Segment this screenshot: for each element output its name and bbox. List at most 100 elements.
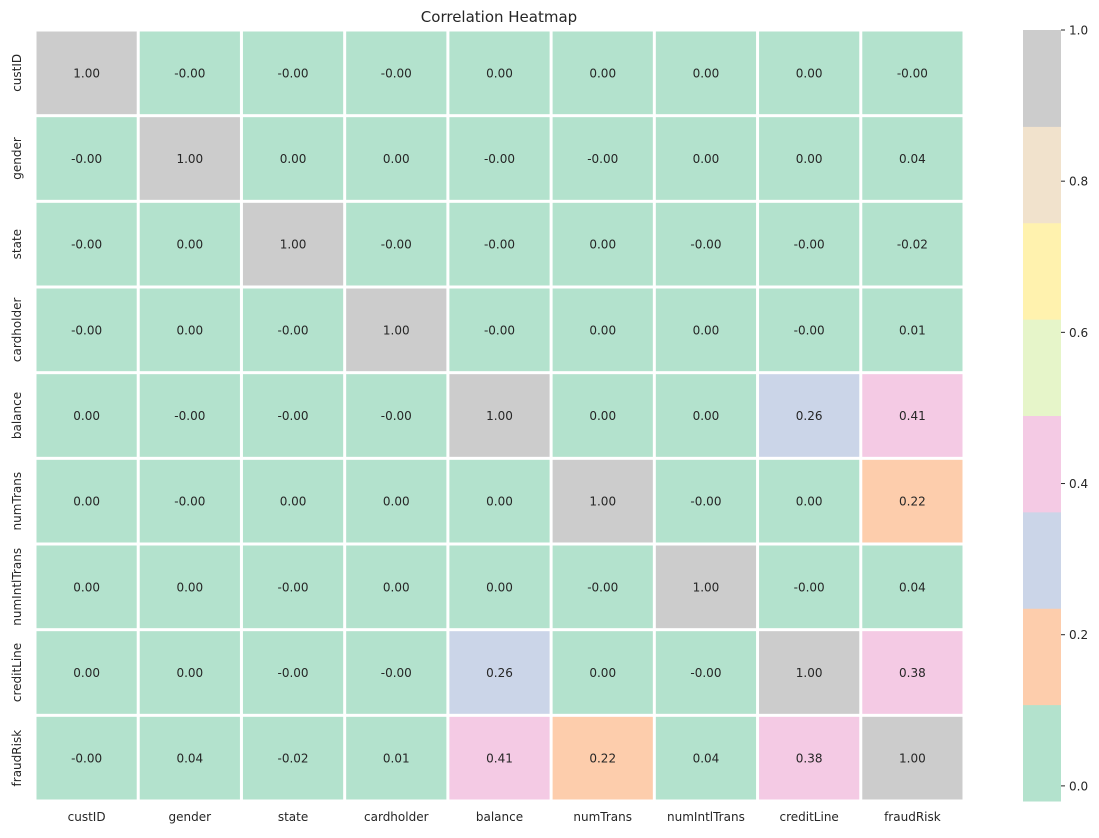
cell-value-label: -0.00 (381, 409, 412, 423)
heatmap-cells (36, 31, 963, 800)
heatmap-cell-gender-fraudRisk (862, 117, 963, 200)
row-label-custID: custID (10, 54, 24, 92)
heatmap-cell-creditLine-gender (139, 631, 240, 714)
cell-value-label: 0.00 (383, 495, 410, 509)
heatmap-cell-numTrans-gender (139, 459, 240, 543)
heatmap-cell-gender-custID (36, 117, 137, 200)
heatmap-cell-custID-custID (36, 31, 137, 115)
heatmap-cell-cardholder-balance (449, 288, 550, 372)
heatmap-cell-balance-balance (449, 374, 550, 457)
heatmap-cell-creditLine-custID (36, 631, 137, 714)
cell-value-label: -0.00 (690, 666, 721, 680)
colorbar-band (1023, 319, 1061, 416)
heatmap-cell-fraudRisk-gender (139, 716, 240, 800)
heatmap-cell-numIntlTrans-numTrans (552, 545, 653, 629)
cell-value-label: 0.22 (899, 495, 926, 509)
heatmap-cell-state-balance (449, 202, 550, 286)
heatmap-cell-balance-custID (36, 374, 137, 457)
heatmap-cell-gender-cardholder (346, 117, 447, 200)
cell-value-label: -0.00 (278, 409, 309, 423)
heatmap-cell-cardholder-numIntlTrans (655, 288, 757, 372)
cell-value-label: -0.00 (71, 238, 102, 252)
colorbar-band (1023, 126, 1061, 224)
cell-value-label: 0.41 (486, 752, 513, 766)
colorbar-band (1023, 511, 1061, 609)
heatmap-cell-numIntlTrans-numIntlTrans (655, 545, 757, 629)
cell-value-label: -0.00 (278, 66, 309, 80)
heatmap-cell-numIntlTrans-balance (449, 545, 550, 629)
cell-value-label: 0.38 (796, 752, 823, 766)
cell-value-label: 0.00 (73, 580, 100, 594)
cell-value-label: 0.00 (73, 495, 100, 509)
heatmap-cell-balance-fraudRisk (862, 374, 963, 457)
colorbar-tick-label: 0.4 (1069, 477, 1088, 491)
cell-value-label: 0.00 (589, 323, 616, 337)
cell-value-label: -0.00 (278, 666, 309, 680)
heatmap-cell-state-custID (36, 202, 137, 286)
row-label-cardholder: cardholder (10, 298, 24, 363)
heatmap-cell-gender-state (242, 117, 344, 200)
col-label-creditLine: creditLine (780, 810, 839, 824)
heatmap-cell-balance-creditLine (759, 374, 860, 457)
col-label-balance: balance (476, 810, 523, 824)
heatmap-cell-custID-numTrans (552, 31, 653, 115)
cell-value-label: -0.02 (278, 752, 309, 766)
heatmap-cell-state-gender (139, 202, 240, 286)
cell-value-label: 0.38 (899, 666, 926, 680)
heatmap-cell-custID-state (242, 31, 344, 115)
heatmap-cell-numTrans-fraudRisk (862, 459, 963, 543)
heatmap-cell-custID-fraudRisk (862, 31, 963, 115)
heatmap-cell-gender-balance (449, 117, 550, 200)
cell-value-label: 1.00 (73, 66, 100, 80)
row-label-creditLine: creditLine (10, 643, 24, 702)
row-labels: custID gender state cardholder balance numTra… (10, 54, 24, 787)
heatmap-cell-state-numTrans (552, 202, 653, 286)
heatmap-cell-state-creditLine (759, 202, 860, 286)
colorbar-tick-label: 0.8 (1069, 175, 1088, 189)
row-label-gender: gender (10, 137, 24, 180)
cell-value-label: 0.00 (280, 495, 307, 509)
cell-value-label: -0.02 (897, 238, 928, 252)
cell-value-label: 0.00 (176, 323, 203, 337)
cell-value-label: -0.00 (794, 580, 825, 594)
cell-value-label: -0.00 (794, 238, 825, 252)
heatmap-cell-creditLine-numIntlTrans (655, 631, 757, 714)
cell-value-label: 1.00 (899, 752, 926, 766)
heatmap-cell-balance-numIntlTrans (655, 374, 757, 457)
cell-value-label: 0.04 (176, 752, 203, 766)
cell-value-label: -0.00 (381, 666, 412, 680)
cell-value-label: -0.00 (278, 580, 309, 594)
cell-value-label: 0.00 (280, 152, 307, 166)
row-label-numTrans: numTrans (10, 472, 24, 531)
cell-value-label: -0.00 (174, 409, 205, 423)
cell-value-label: -0.00 (71, 152, 102, 166)
heatmap-cell-fraudRisk-state (242, 716, 344, 800)
heatmap-cell-numTrans-cardholder (346, 459, 447, 543)
heatmap-cell-state-fraudRisk (862, 202, 963, 286)
cell-value-label: 0.04 (899, 152, 926, 166)
cell-value-label: 1.00 (589, 495, 616, 509)
cell-value-label: 0.00 (796, 66, 823, 80)
col-label-cardholder: cardholder (364, 810, 429, 824)
heatmap-cell-balance-numTrans (552, 374, 653, 457)
column-labels: custID gender state cardholder balance numTra… (68, 810, 941, 824)
heatmap-cell-cardholder-state (242, 288, 344, 372)
cell-value-label: 0.00 (693, 323, 720, 337)
row-label-numIntlTrans: numIntlTrans (10, 548, 24, 626)
cell-value-label: 1.00 (693, 580, 720, 594)
cell-value-label: 0.00 (73, 666, 100, 680)
cell-value-label: 0.26 (486, 666, 513, 680)
heatmap-cell-fraudRisk-creditLine (759, 716, 860, 800)
heatmap-cell-numIntlTrans-cardholder (346, 545, 447, 629)
colorbar-tick-label: 1.0 (1069, 24, 1088, 38)
heatmap-cell-gender-numTrans (552, 117, 653, 200)
cell-value-label: 0.00 (796, 152, 823, 166)
colorbar-tick-label: 0.6 (1069, 326, 1088, 340)
colorbar-band (1023, 704, 1061, 802)
heatmap-cell-cardholder-gender (139, 288, 240, 372)
cell-value-label: 0.00 (486, 495, 513, 509)
cell-value-label: 0.00 (383, 152, 410, 166)
row-label-fraudRisk: fraudRisk (10, 730, 24, 787)
